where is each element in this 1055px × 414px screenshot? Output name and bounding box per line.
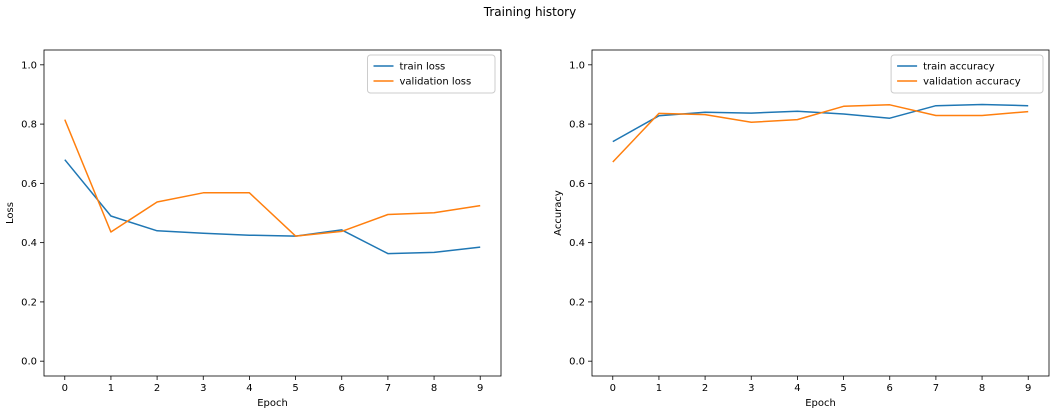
y-tick-label: 0.8 [569,120,585,131]
series-line-train-loss [64,159,481,255]
y-tick-label: 0.2 [569,297,585,308]
y-axis-label: Accuracy [553,190,564,236]
x-tick-label: 6 [339,383,345,394]
y-tick-label: 0.6 [569,179,585,190]
y-tick-label: 0.6 [21,179,37,190]
legend-entry: train accuracy [923,62,995,73]
x-tick-label: 6 [887,383,893,394]
y-tick-label: 1.0 [569,60,585,71]
y-tick-label: 0.4 [21,238,37,249]
figure-title: Training history [483,5,577,19]
x-tick-label: 1 [656,383,662,394]
plot-area-frame [591,49,1050,377]
x-axis-label: Epoch [805,398,836,409]
series-line-train-accuracy [612,103,1029,143]
x-tick-label: 2 [702,383,708,394]
x-tick-label: 4 [246,383,252,394]
x-tick-label: 3 [200,383,206,394]
y-tick-label: 0.4 [569,238,585,249]
series-line-validation-loss [64,119,481,237]
legend: train accuracy validation accuracy [890,54,1044,94]
x-tick-label: 0 [62,383,68,394]
x-tick-label: 7 [933,383,939,394]
x-tick-label: 1 [108,383,114,394]
y-axis-label: Loss [5,202,16,224]
legend-entry: validation accuracy [923,77,1021,88]
chart-panel-1: 0 1 2 3 4 5 6 7 8 9 0.0 0.2 0.4 0.6 0.8 1.0 Epoch Loss tra… [5,49,502,409]
legend: train loss validation loss [367,54,496,94]
x-tick-label: 8 [431,383,437,394]
y-tick-label: 1.0 [21,60,37,71]
chart-panel-2: 0 1 2 3 4 5 6 7 8 9 0.0 0.2 0.4 0.6 0.8 1.0 Epoch Accurac… [553,49,1050,409]
x-tick-label: 5 [840,383,846,394]
y-tick-label: 0.8 [21,120,37,131]
series-line-validation-accuracy [612,104,1029,163]
x-tick-label: 7 [385,383,391,394]
x-tick-label: 9 [1025,383,1031,394]
legend-box [890,54,1044,94]
x-tick-label: 4 [794,383,800,394]
legend-box [367,54,496,94]
y-tick-label: 0.0 [569,357,585,368]
legend-entry: validation loss [400,77,472,88]
legend-entry: train loss [400,62,446,73]
y-tick-label: 0.0 [21,357,37,368]
x-tick-label: 8 [979,383,985,394]
x-tick-label: 9 [477,383,483,394]
x-tick-label: 5 [292,383,298,394]
x-tick-label: 2 [154,383,160,394]
x-tick-label: 3 [748,383,754,394]
x-tick-label: 0 [610,383,616,394]
y-tick-label: 0.2 [21,297,37,308]
plot-area-frame [43,49,502,377]
x-axis-label: Epoch [257,398,288,409]
